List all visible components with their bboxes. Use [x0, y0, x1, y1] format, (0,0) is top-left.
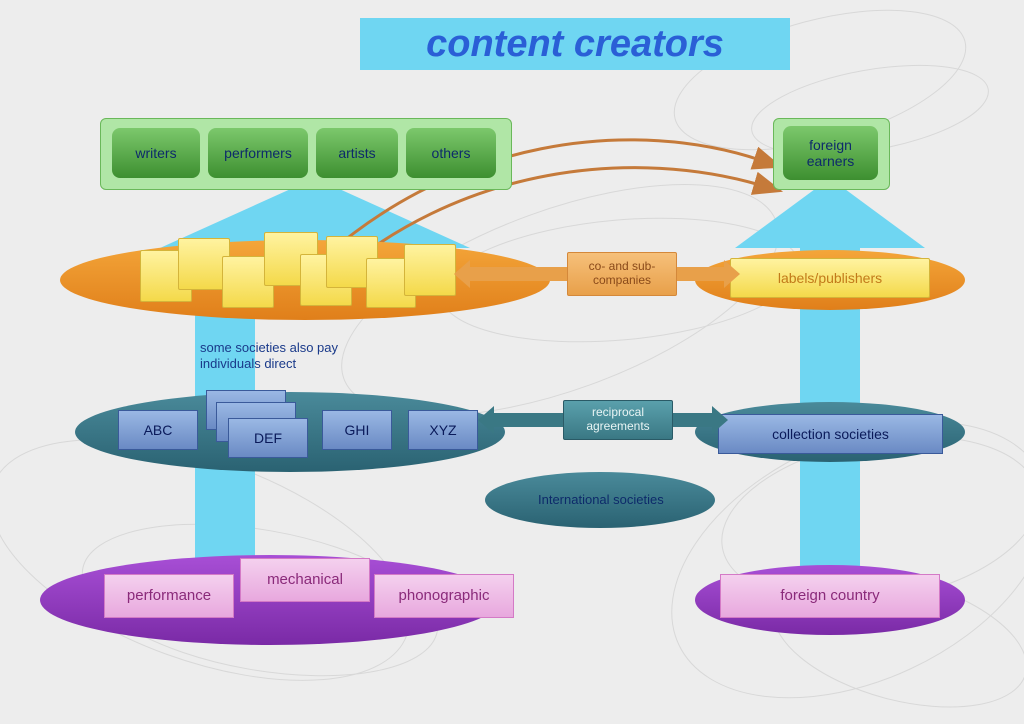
international-societies-label: International societies — [538, 492, 664, 507]
royalty-type-box: performance — [104, 574, 234, 618]
royalty-type-box: mechanical — [240, 558, 370, 602]
foreign-country-box: foreign country — [720, 574, 940, 618]
royalty-type-box: phonographic — [374, 574, 514, 618]
teal-link-box: reciprocal agreements — [563, 400, 673, 440]
